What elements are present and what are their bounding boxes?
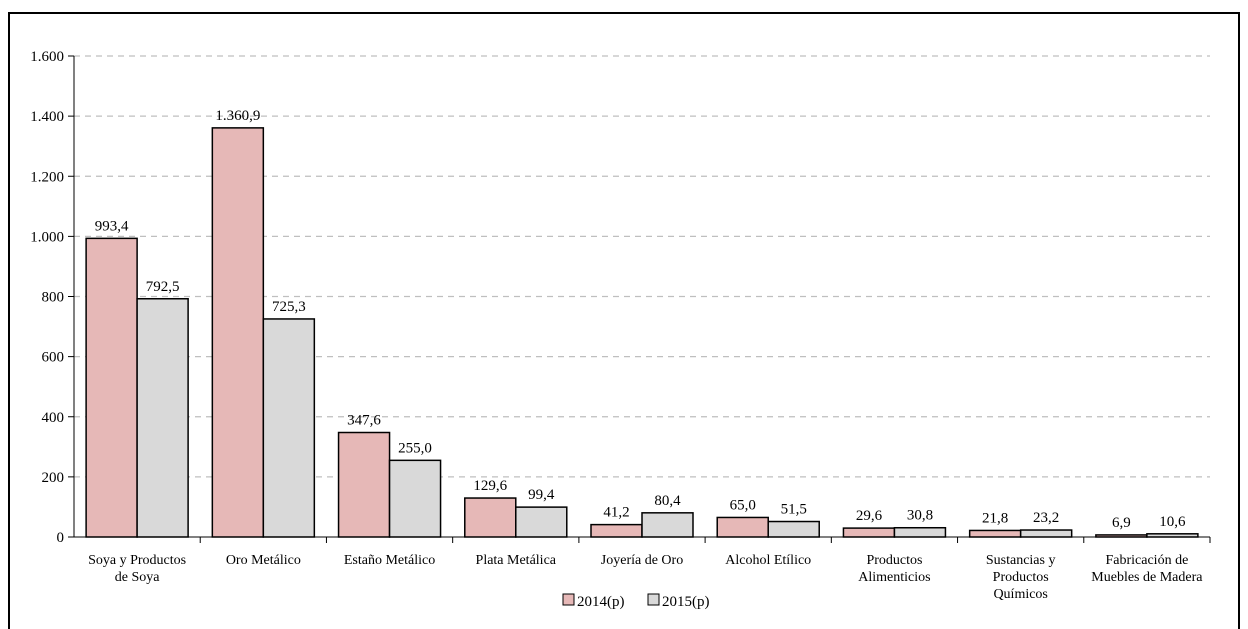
y-tick-label: 200 [42,470,65,486]
data-label: 347,6 [347,413,381,429]
data-label: 255,0 [398,440,432,456]
x-category-label: Alimenticios [858,570,930,585]
bar-2014 [968,529,1022,538]
bar-2015 [641,512,694,538]
y-tick-label: 400 [42,410,65,426]
data-label: 65,0 [730,497,756,513]
y-tick-label: 0 [57,530,65,546]
data-label: 80,4 [654,493,681,509]
bar-2014 [716,516,769,538]
bar-2014 [842,527,896,538]
x-category-label: Joyería de Oro [601,553,683,568]
bar-2015 [515,506,568,538]
data-label: 10,6 [1159,514,1186,530]
x-category-label: de Soya [115,570,161,585]
bar-2015 [1146,533,1199,538]
data-label: 6,9 [1112,515,1131,531]
bar-2014 [211,127,265,538]
data-label: 30,8 [907,508,933,524]
data-label: 1.360,9 [215,108,260,124]
x-category-label: Soya y Productos [88,553,186,568]
y-tick-label: 800 [42,290,65,306]
bar-2015 [893,526,947,538]
y-tick-label: 1.400 [30,109,64,125]
data-label: 993,4 [95,218,129,234]
x-category-label: Estaño Metálico [344,553,435,568]
data-label: 51,5 [781,502,807,518]
y-tick-label: 1.200 [30,169,64,185]
bar-2014 [464,497,517,538]
y-tick-label: 1.000 [30,229,64,245]
x-category-label: Oro Metálico [226,553,301,568]
data-label: 129,6 [473,478,507,494]
data-label: 792,5 [146,279,180,295]
data-label: 23,2 [1033,510,1059,526]
y-tick-label: 600 [42,350,65,366]
bar-2014 [590,523,643,538]
x-category-label: Plata Metálica [476,553,557,568]
legend-swatch-2015 [647,593,660,606]
x-category-label: Sustancias y [986,553,1056,568]
x-category-label: Muebles de Madera [1091,570,1203,585]
data-label: 41,2 [603,505,629,521]
chart-frame [8,12,1240,629]
bar-2014 [85,237,138,538]
legend-swatch-2014 [562,593,575,606]
bar-2015 [388,459,442,538]
legend-label: 2014(p) [577,594,625,610]
data-label: 725,3 [272,299,306,315]
bar-2015 [767,520,820,538]
x-category-label: Químicos [993,587,1047,602]
bar-2015 [136,298,189,538]
x-category-label: Fabricación de [1105,553,1188,568]
x-category-label: Productos [866,553,922,568]
bar-2014 [337,431,391,538]
bar-2014 [1095,534,1148,538]
bar-2015 [262,318,316,538]
x-category-label: Alcohol Etílico [725,553,811,568]
data-label: 99,4 [528,487,555,503]
bar-2015 [1019,529,1073,538]
data-label: 21,8 [982,510,1008,526]
x-category-label: Productos [993,570,1049,585]
data-label: 29,6 [856,508,883,524]
y-tick-label: 1.600 [30,49,64,65]
legend-label: 2015(p) [662,594,710,610]
